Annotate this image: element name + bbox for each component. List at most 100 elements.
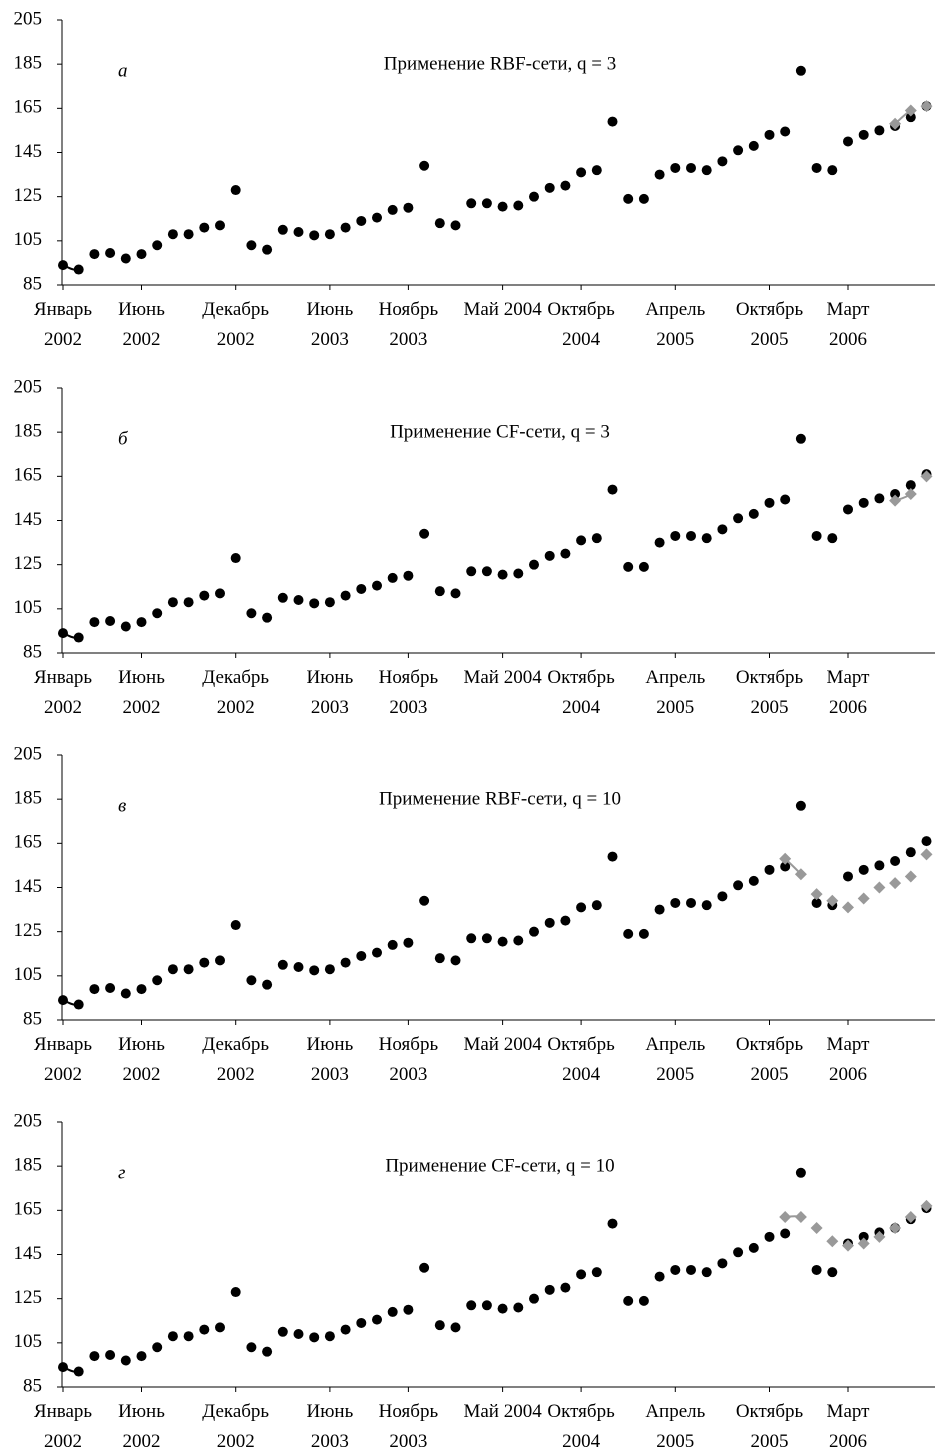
marker — [152, 975, 163, 986]
y-tick-label: 125 — [14, 553, 43, 574]
x-tick-label: Июнь 2003 — [306, 1401, 354, 1452]
marker — [246, 608, 257, 619]
marker — [670, 1264, 681, 1275]
marker — [874, 860, 885, 871]
x-tick-label: Ноябрь 2003 — [378, 299, 439, 350]
marker — [372, 947, 382, 958]
marker — [262, 244, 273, 255]
marker — [58, 1362, 68, 1373]
marker — [340, 222, 351, 233]
marker — [324, 1331, 335, 1342]
marker — [842, 1239, 854, 1252]
marker — [576, 167, 587, 178]
x-tick-label: Декабрь 2002 — [202, 667, 270, 718]
marker — [780, 494, 791, 505]
y-tick-label: 105 — [14, 229, 43, 250]
panel-letter: в — [118, 795, 126, 816]
marker — [277, 1326, 288, 1337]
x-tick-label: Апрель 2005 — [645, 299, 706, 350]
marker — [905, 847, 916, 858]
y-tick-label: 165 — [14, 832, 43, 853]
marker — [529, 926, 539, 937]
marker — [246, 1342, 257, 1353]
marker — [921, 836, 932, 847]
marker — [591, 1267, 602, 1278]
marker — [544, 182, 555, 193]
x-tick-label: Май 2004 — [463, 667, 542, 688]
marker — [764, 1231, 775, 1242]
chart-title: Применение CF-сети, q = 3 — [390, 421, 610, 442]
chart-title: Применение CF-сети, q = 10 — [385, 1155, 614, 1176]
marker — [794, 1210, 807, 1223]
x-tick-label: Октябрь 2004 — [547, 1401, 615, 1452]
panel-letter: а — [118, 60, 128, 81]
marker — [403, 202, 414, 213]
marker — [920, 100, 933, 113]
x-tick-label: Апрель 2005 — [645, 667, 706, 718]
y-tick-label: 125 — [14, 1287, 43, 1308]
marker — [120, 988, 131, 999]
y-tick-label: 205 — [14, 8, 43, 29]
marker — [450, 955, 461, 966]
marker — [199, 957, 210, 968]
marker — [340, 957, 351, 968]
marker — [403, 1304, 414, 1315]
marker — [58, 628, 68, 639]
marker — [434, 218, 445, 229]
x-tick-label: Март 2006 — [826, 299, 870, 350]
y-tick-label: 205 — [14, 376, 43, 397]
marker — [136, 617, 147, 628]
marker — [686, 897, 696, 908]
marker — [827, 533, 838, 544]
marker — [262, 1346, 273, 1357]
marker — [73, 1366, 84, 1377]
marker — [560, 1282, 571, 1293]
marker — [890, 856, 901, 866]
marker — [215, 955, 225, 966]
marker — [858, 1231, 869, 1242]
y-tick-label: 205 — [14, 743, 43, 764]
marker — [434, 1320, 445, 1331]
marker — [434, 586, 445, 597]
marker — [779, 852, 792, 865]
marker — [497, 201, 508, 212]
marker — [356, 215, 367, 226]
marker — [591, 900, 602, 911]
marker — [73, 264, 84, 275]
marker — [58, 260, 68, 271]
marker — [309, 965, 320, 976]
marker — [811, 897, 822, 908]
x-tick-label: Октябрь 2005 — [735, 1401, 804, 1452]
marker — [686, 1264, 696, 1275]
marker — [419, 160, 430, 171]
x-tick-label: Июнь 2002 — [118, 299, 165, 350]
x-tick-label: Ноябрь 2003 — [378, 1034, 439, 1085]
y-tick-label: 105 — [14, 964, 43, 985]
x-tick-label: Март 2006 — [826, 667, 870, 718]
x-tick-label: Январь 2002 — [33, 667, 93, 718]
marker — [686, 162, 696, 173]
y-tick-label: 185 — [14, 1155, 43, 1176]
marker — [780, 861, 791, 872]
x-tick-label: Июнь 2002 — [118, 1401, 165, 1452]
marker — [889, 117, 902, 130]
marker — [152, 240, 163, 251]
x-tick-label: Октябрь 2004 — [547, 1034, 615, 1085]
marker — [120, 253, 131, 264]
marker — [920, 470, 933, 483]
marker — [560, 548, 571, 559]
marker — [89, 1351, 100, 1362]
marker — [105, 247, 116, 258]
marker — [857, 892, 870, 905]
marker — [560, 180, 571, 191]
marker — [826, 894, 839, 907]
marker — [748, 508, 759, 519]
marker — [670, 897, 681, 908]
marker — [795, 65, 806, 76]
x-tick-label: Январь 2002 — [33, 1034, 93, 1085]
y-tick-label: 85 — [23, 1008, 42, 1029]
marker — [670, 162, 681, 173]
chart-title: Применение RBF-сети, q = 10 — [379, 788, 621, 809]
marker — [576, 902, 587, 913]
